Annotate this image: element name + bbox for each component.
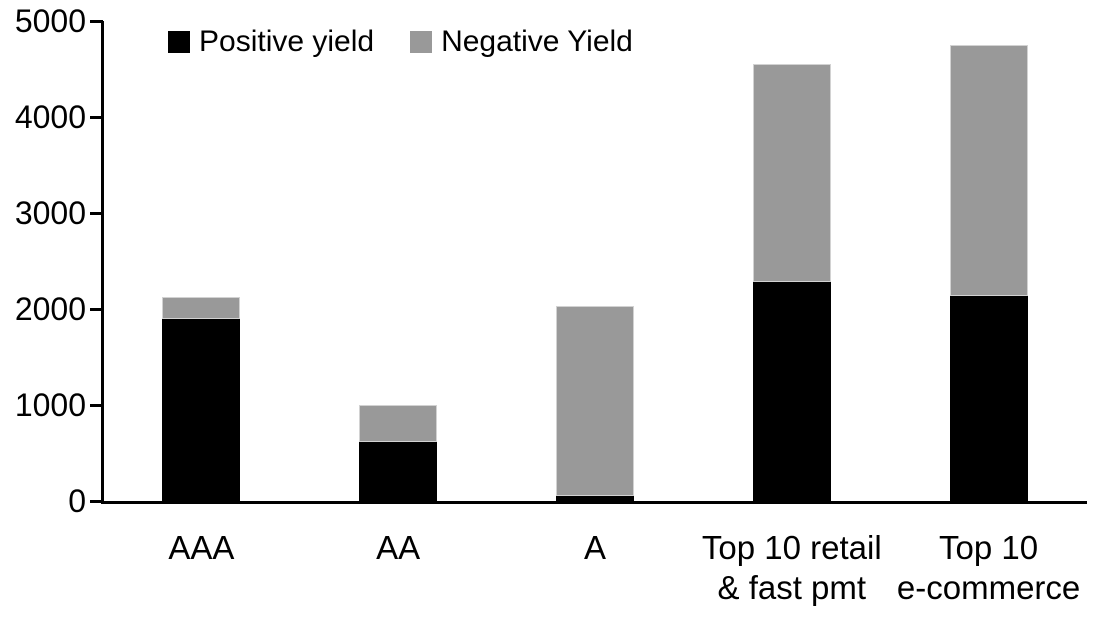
bar-segment-positive-yield (949, 295, 1028, 501)
y-axis-tick (90, 500, 103, 503)
x-axis-line (101, 501, 1087, 504)
bar-segment-negative-yield (752, 64, 831, 283)
chart-legend: Positive yield Negative Yield (168, 27, 633, 57)
bar-segment-negative-yield (556, 306, 634, 497)
bar-segment-negative-yield (162, 297, 241, 319)
legend-swatch-positive-yield-icon (168, 31, 190, 53)
y-axis-tick-label: 2000 (14, 291, 86, 327)
bar-segment-negative-yield (949, 45, 1028, 296)
legend-label-positive-yield: Positive yield (199, 25, 375, 58)
y-axis-tick (90, 404, 103, 407)
y-axis-tick-label: 5000 (14, 3, 86, 39)
x-axis-category-label: A (583, 529, 606, 566)
y-axis-tick (90, 212, 103, 215)
bar-segment-positive-yield (556, 496, 634, 501)
bar-segment-positive-yield (359, 442, 438, 501)
legend-swatch-negative-yield-icon (410, 31, 433, 53)
x-axis-category-label: AAA (168, 529, 235, 566)
bar-segment-positive-yield (162, 318, 241, 501)
bar-segment-negative-yield (359, 405, 438, 443)
legend-item-negative-yield: Negative Yield (410, 27, 633, 57)
bar-segment-positive-yield (752, 282, 831, 501)
x-axis-category-label: Top 10 retail & fast pmt (701, 529, 882, 606)
y-axis-tick-label: 3000 (14, 195, 86, 231)
y-axis-tick (90, 308, 103, 311)
y-axis-tick (90, 116, 103, 119)
x-axis-category-label: AA (376, 529, 421, 566)
y-axis-tick-label: 4000 (14, 99, 86, 135)
legend-label-negative-yield: Negative Yield (441, 25, 633, 58)
y-axis-tick-label: 0 (68, 483, 86, 519)
y-axis-line (101, 21, 104, 504)
legend-item-positive-yield: Positive yield (168, 27, 374, 57)
y-axis-tick (90, 20, 103, 23)
y-axis-tick-label: 1000 (14, 387, 86, 423)
x-axis-category-label: Top 10 e-commerce (896, 529, 1081, 606)
